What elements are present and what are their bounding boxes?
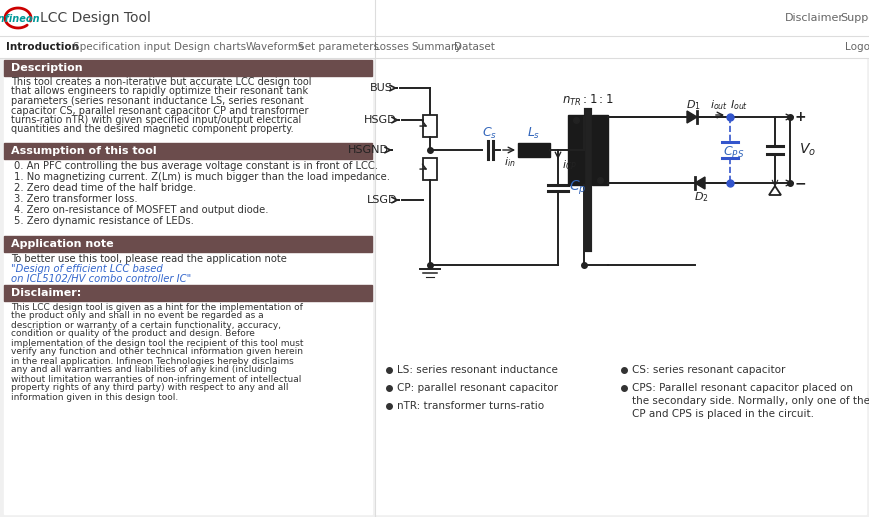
Text: This LCC design tool is given as a hint for the implementation of: This LCC design tool is given as a hint … bbox=[11, 302, 302, 312]
Text: BUS: BUS bbox=[369, 83, 393, 93]
Text: LS: series resonant inductance: LS: series resonant inductance bbox=[396, 365, 557, 375]
Text: 2. Zero dead time of the half bridge.: 2. Zero dead time of the half bridge. bbox=[14, 183, 196, 193]
Text: the secondary side. Normally, only one of the: the secondary side. Normally, only one o… bbox=[631, 396, 869, 406]
Text: in the real application. Infineon Technologies hereby disclaims: in the real application. Infineon Techno… bbox=[11, 357, 294, 366]
Text: Summary: Summary bbox=[411, 42, 461, 52]
Text: Infineon: Infineon bbox=[0, 14, 41, 24]
Text: $C_{PS}$: $C_{PS}$ bbox=[722, 144, 744, 160]
Bar bbox=[422, 115, 436, 137]
Bar bbox=[4, 60, 372, 76]
Bar bbox=[4, 59, 372, 514]
Bar bbox=[422, 158, 436, 180]
Text: Description: Description bbox=[11, 63, 83, 73]
Polygon shape bbox=[694, 177, 704, 189]
Text: turns-ratio nTR) with given specified input/output electrical: turns-ratio nTR) with given specified in… bbox=[11, 115, 301, 125]
Polygon shape bbox=[687, 111, 696, 123]
Text: 3. Zero transformer loss.: 3. Zero transformer loss. bbox=[14, 194, 137, 204]
Text: information given in this design tool.: information given in this design tool. bbox=[11, 392, 178, 402]
Text: implementation of the design tool the recipient of this tool must: implementation of the design tool the re… bbox=[11, 339, 303, 347]
Text: To better use this tool, please read the application note: To better use this tool, please read the… bbox=[11, 254, 287, 264]
Text: $C_s$: $C_s$ bbox=[482, 126, 497, 141]
Text: the product only and shall in no event be regarded as a: the product only and shall in no event b… bbox=[11, 312, 263, 321]
Text: Waveforms: Waveforms bbox=[245, 42, 304, 52]
Bar bbox=[591, 115, 607, 185]
Text: $D_2$: $D_2$ bbox=[693, 190, 707, 204]
Text: HSGD: HSGD bbox=[364, 115, 396, 125]
Text: verify any function and other technical information given herein: verify any function and other technical … bbox=[11, 347, 302, 357]
Bar bbox=[375, 59, 865, 514]
Text: $i_{CP}$: $i_{CP}$ bbox=[561, 158, 577, 172]
Text: Application note: Application note bbox=[11, 239, 114, 249]
Text: Specification input: Specification input bbox=[73, 42, 170, 52]
Text: Logout: Logout bbox=[844, 42, 869, 52]
Polygon shape bbox=[768, 186, 780, 195]
Bar bbox=[4, 285, 372, 301]
Bar bbox=[0, 36, 869, 58]
Text: $I_{out}$: $I_{out}$ bbox=[729, 98, 747, 112]
Text: $L_s$: $L_s$ bbox=[527, 126, 540, 141]
Text: −: − bbox=[793, 176, 805, 190]
Text: any and all warranties and liabilities of any kind (including: any and all warranties and liabilities o… bbox=[11, 366, 276, 374]
Text: Introduction: Introduction bbox=[6, 42, 79, 52]
Text: Assumption of this tool: Assumption of this tool bbox=[11, 146, 156, 156]
Text: 0. An PFC controlling the bus average voltage constant is in front of LCC.: 0. An PFC controlling the bus average vo… bbox=[14, 161, 377, 171]
Text: This tool creates a non-iterative but accurate LCC design tool: This tool creates a non-iterative but ac… bbox=[11, 77, 311, 87]
Text: condition or quality of the product and design. Before: condition or quality of the product and … bbox=[11, 329, 255, 339]
Text: $i_{in}$: $i_{in}$ bbox=[504, 155, 515, 169]
Text: Losses: Losses bbox=[374, 42, 408, 52]
Text: CPS: Parallel resonant capacitor placed on: CPS: Parallel resonant capacitor placed … bbox=[631, 383, 852, 393]
Text: quantities and the desired magnetic component property.: quantities and the desired magnetic comp… bbox=[11, 125, 294, 134]
Text: +: + bbox=[793, 110, 805, 124]
Text: without limitation warranties of non-infringement of intellectual: without limitation warranties of non-inf… bbox=[11, 374, 301, 384]
Text: Disclaimer: Disclaimer bbox=[784, 13, 843, 23]
Text: Set parameters: Set parameters bbox=[297, 42, 378, 52]
Text: Design charts: Design charts bbox=[174, 42, 246, 52]
Text: Support: Support bbox=[839, 13, 869, 23]
Text: capacitor CS, parallel resonant capacitor CP and transformer: capacitor CS, parallel resonant capacito… bbox=[11, 105, 308, 115]
Text: that allows engineers to rapidly optimize their resonant tank: that allows engineers to rapidly optimiz… bbox=[11, 86, 308, 97]
Text: HSGND: HSGND bbox=[348, 145, 388, 155]
Text: LCC Design Tool: LCC Design Tool bbox=[40, 11, 150, 25]
Text: description or warranty of a certain functionality, accuracy,: description or warranty of a certain fun… bbox=[11, 321, 281, 329]
Text: Disclaimer:: Disclaimer: bbox=[11, 288, 81, 298]
Text: 4. Zero on-resistance of MOSFET and output diode.: 4. Zero on-resistance of MOSFET and outp… bbox=[14, 205, 269, 215]
Text: 5. Zero dynamic resistance of LEDs.: 5. Zero dynamic resistance of LEDs. bbox=[14, 216, 194, 226]
Text: 1. No magnetizing current. Z(Lm) is much bigger than the load impedance.: 1. No magnetizing current. Z(Lm) is much… bbox=[14, 172, 389, 182]
Text: $i_{out}$: $i_{out}$ bbox=[709, 98, 727, 112]
Text: $D_1$: $D_1$ bbox=[685, 98, 700, 112]
Text: LSGD: LSGD bbox=[366, 195, 396, 205]
Text: CP: parallel resonant capacitor: CP: parallel resonant capacitor bbox=[396, 383, 557, 393]
Text: $V_o$: $V_o$ bbox=[799, 142, 816, 158]
Bar bbox=[0, 0, 869, 36]
Text: on ICL5102/HV combo controller IC": on ICL5102/HV combo controller IC" bbox=[11, 274, 191, 284]
Bar bbox=[4, 236, 372, 252]
Bar bbox=[517, 143, 549, 157]
Text: property rights of any third party) with respect to any and all: property rights of any third party) with… bbox=[11, 384, 289, 392]
Bar bbox=[567, 115, 583, 185]
Text: CP and CPS is placed in the circuit.: CP and CPS is placed in the circuit. bbox=[631, 409, 813, 419]
Bar bbox=[4, 143, 372, 159]
Text: "Design of efficient LCC based: "Design of efficient LCC based bbox=[11, 264, 163, 274]
Text: parameters (series resonant inductance LS, series resonant: parameters (series resonant inductance L… bbox=[11, 96, 303, 106]
Text: $n_{TR}:1:1$: $n_{TR}:1:1$ bbox=[561, 93, 613, 108]
Text: Dataset: Dataset bbox=[454, 42, 494, 52]
Text: $C_p$: $C_p$ bbox=[568, 179, 586, 197]
Text: CS: series resonant capacitor: CS: series resonant capacitor bbox=[631, 365, 785, 375]
Text: nTR: transformer turns-ratio: nTR: transformer turns-ratio bbox=[396, 401, 543, 411]
